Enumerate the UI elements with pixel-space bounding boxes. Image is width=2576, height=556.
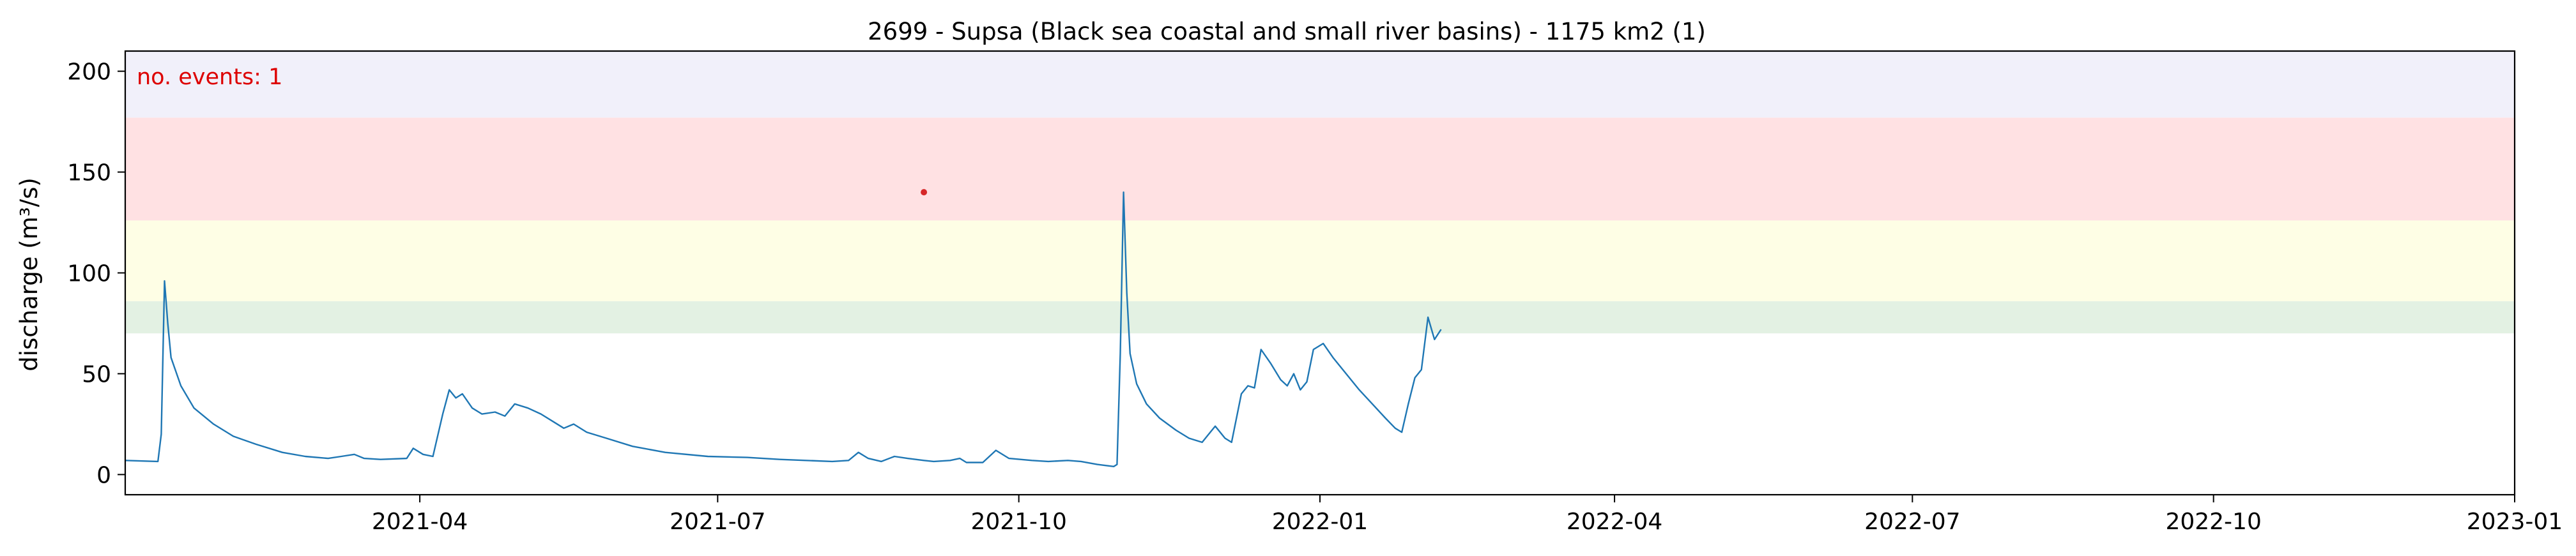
x-tick-label: 2021-07 (670, 509, 765, 535)
threshold-band-2 (125, 220, 2515, 301)
x-axis: 2021-04 2021-07 2021-10 2022-01 2022-04 2022-… (372, 495, 2563, 535)
threshold-bands (125, 51, 2515, 334)
y-axis: 0 50 100 150 200 (67, 59, 125, 488)
event-marker (921, 189, 928, 196)
y-tick-label: 100 (67, 261, 111, 287)
x-tick-label: 2022-10 (2165, 509, 2261, 535)
x-tick-label: 2022-01 (1272, 509, 1368, 535)
y-tick-label: 50 (82, 361, 111, 387)
x-tick-label: 2021-04 (372, 509, 468, 535)
threshold-band-1 (125, 301, 2515, 334)
y-tick-label: 200 (67, 59, 111, 86)
y-tick-label: 0 (96, 462, 111, 488)
discharge-series-line (125, 191, 1442, 467)
chart-title: 2699 - Supsa (Black sea coastal and smal… (868, 18, 1706, 45)
x-tick-label: 2022-04 (1567, 509, 1662, 535)
events-annotation: no. events: 1 (137, 64, 282, 90)
threshold-band-4 (125, 51, 2515, 118)
threshold-band-3 (125, 117, 2515, 221)
x-tick-label: 2022-07 (1864, 509, 1960, 535)
y-tick-label: 150 (67, 160, 111, 186)
y-axis-label: discharge (m³/s) (15, 177, 43, 372)
x-tick-label: 2023-01 (2467, 509, 2563, 535)
x-tick-label: 2021-10 (970, 509, 1066, 535)
